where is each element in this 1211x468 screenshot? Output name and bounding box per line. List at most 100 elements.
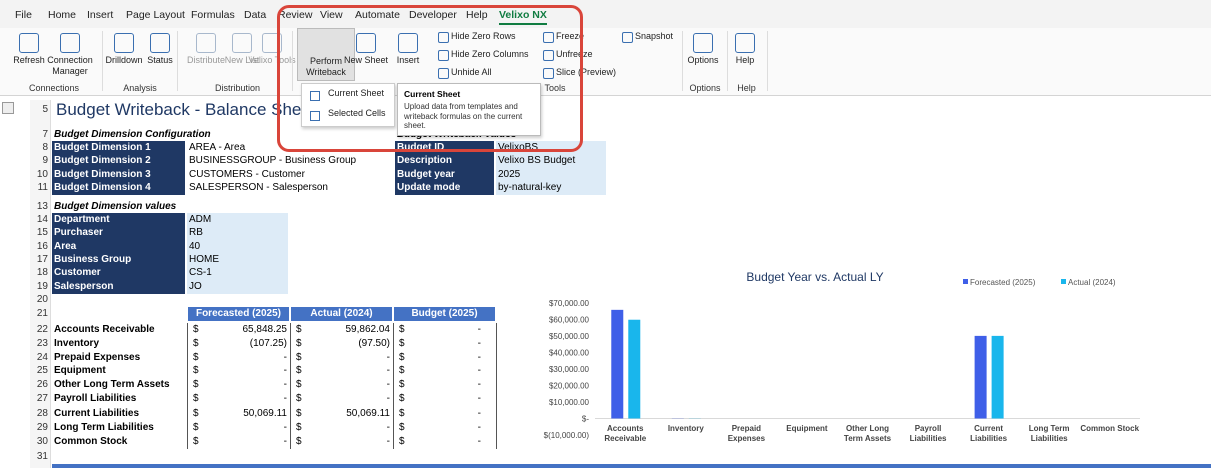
ribbon-button[interactable]: Perform Writeback <box>297 28 355 81</box>
ribbon-icon <box>232 33 252 53</box>
chart-title: Budget Year vs. Actual LY <box>746 270 883 284</box>
currency: $ <box>193 393 199 404</box>
ribbon-group-label: Connections <box>28 83 80 93</box>
cell-border <box>290 323 291 449</box>
dropdown-icon <box>310 91 320 101</box>
y-tick-label: $- <box>582 415 589 424</box>
row-number: 22 <box>36 324 48 335</box>
small-button[interactable]: Freeze <box>556 31 585 41</box>
small-button[interactable]: Unfreeze <box>556 49 593 59</box>
amount: - <box>386 393 390 404</box>
row-number: 29 <box>36 422 48 433</box>
currency: $ <box>193 338 199 349</box>
ribbon-icon <box>356 33 376 53</box>
ribbon-button[interactable]: Options <box>687 55 719 65</box>
ribbon-icon <box>262 33 282 53</box>
row-number: 25 <box>36 365 48 376</box>
small-button[interactable]: Unhide All <box>451 67 492 77</box>
sheet-title: Budget Writeback - Balance Sheet <box>56 100 316 119</box>
dropdown-item[interactable]: Selected Cells <box>328 108 386 118</box>
amount: - <box>283 365 287 376</box>
legend-swatch <box>1061 279 1066 284</box>
menu-tab[interactable]: Help <box>466 9 488 21</box>
config-label: Budget Dimension 2 <box>52 154 185 169</box>
menu-tab[interactable]: View <box>320 9 343 21</box>
amount: - <box>386 379 390 390</box>
amount: - <box>386 422 390 433</box>
amount: - <box>477 436 481 447</box>
ribbon-button[interactable]: New Sheet <box>343 55 389 65</box>
amount: - <box>477 422 481 433</box>
dropdown-item[interactable]: Current Sheet <box>328 88 385 98</box>
row-label: Accounts Receivable <box>54 324 155 335</box>
amount: - <box>477 352 481 363</box>
menu-tab[interactable]: Home <box>48 9 77 21</box>
menu-tab[interactable]: Data <box>244 9 267 21</box>
small-icon <box>543 68 554 79</box>
dimension-label: Salesperson <box>52 280 185 295</box>
menu-tab[interactable]: Formulas <box>191 9 235 21</box>
amount: - <box>386 352 390 363</box>
ribbon-button[interactable]: Distribute <box>186 55 225 65</box>
menu-tab[interactable]: Page Layout <box>126 9 185 21</box>
menu-tab[interactable]: Developer <box>409 9 457 21</box>
small-button[interactable]: Hide Zero Rows <box>451 31 516 41</box>
amount: - <box>477 338 481 349</box>
amount: - <box>283 379 287 390</box>
ribbon-button[interactable]: Refresh <box>13 55 45 65</box>
currency: $ <box>399 408 405 419</box>
currency: $ <box>296 352 302 363</box>
menu-tab[interactable]: Velixo NX <box>499 9 547 25</box>
ribbon-button[interactable]: New List <box>224 55 260 65</box>
x-tick-label: Payroll Liabilities <box>909 424 947 443</box>
ribbon-button[interactable]: Help <box>735 55 755 65</box>
group-separator <box>292 31 293 91</box>
amount: (107.25) <box>249 338 287 349</box>
amount: - <box>386 436 390 447</box>
ribbon-button[interactable]: Status <box>147 55 173 65</box>
currency: $ <box>296 338 302 349</box>
amount: 65,848.25 <box>242 324 288 335</box>
ribbon-button[interactable]: Drilldown <box>105 55 143 65</box>
ribbon-button[interactable]: Connection Manager <box>47 55 93 76</box>
menu-tab[interactable]: Insert <box>87 9 114 21</box>
currency: $ <box>399 324 405 335</box>
row-number: 17 <box>36 254 48 265</box>
ribbon-button[interactable]: Insert <box>396 55 420 65</box>
bar <box>628 319 641 419</box>
small-button[interactable]: Snapshot <box>635 31 674 41</box>
row-label: Inventory <box>54 338 100 349</box>
y-tick-label: $30,000.00 <box>549 365 590 374</box>
row-number: 23 <box>36 338 48 349</box>
x-tick-label: Equipment <box>786 424 828 433</box>
small-icon <box>438 50 449 61</box>
row-number: 18 <box>36 267 48 278</box>
bar <box>611 309 624 419</box>
amount: (97.50) <box>358 338 390 349</box>
dimension-label: Purchaser <box>52 226 185 241</box>
cell-border <box>496 323 497 449</box>
ribbon-group-label: Tools <box>544 83 566 93</box>
next-header-row <box>52 464 1211 468</box>
ribbon-icon <box>19 33 39 53</box>
small-button[interactable]: Slice (Preview) <box>556 67 617 77</box>
menu-tab[interactable]: Automate <box>355 9 400 21</box>
y-tick-label: $40,000.00 <box>549 349 590 358</box>
row-number: 9 <box>42 155 48 166</box>
menu-tab[interactable]: File <box>15 9 32 21</box>
ribbon-button[interactable]: Velixo Tools <box>248 55 296 65</box>
legend-label: Forecasted (2025) <box>970 278 1036 287</box>
row-number: 19 <box>36 281 48 292</box>
amount: 50,069.11 <box>346 408 390 419</box>
x-tick-label: Accounts Receivable <box>604 424 647 443</box>
row-number: 10 <box>36 169 48 180</box>
dimension-label: Customer <box>52 266 185 281</box>
currency: $ <box>399 393 405 404</box>
ribbon-group-label: Distribution <box>214 83 261 93</box>
ribbon-icon <box>693 33 713 53</box>
column-header: Actual (2024) <box>291 307 392 322</box>
x-tick-label: Inventory <box>667 424 704 433</box>
x-tick-label: Other Long Term Assets <box>843 424 892 443</box>
small-button[interactable]: Hide Zero Columns <box>451 49 529 59</box>
